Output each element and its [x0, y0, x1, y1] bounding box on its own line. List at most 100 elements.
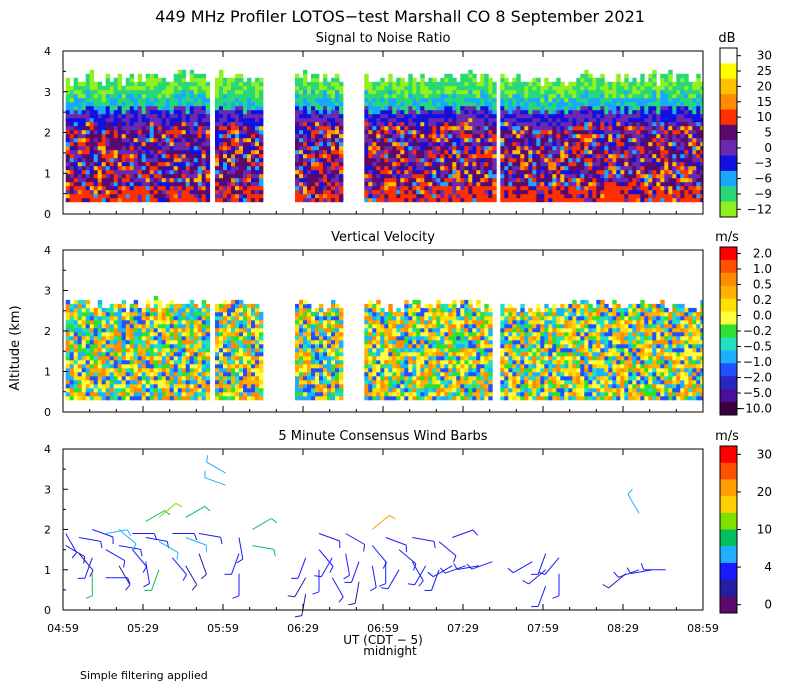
panel-1-cell — [243, 93, 248, 99]
panel-1-cell — [315, 165, 320, 171]
panel-1-cell — [676, 189, 681, 195]
panel-1-cell — [93, 101, 99, 107]
panel-1-cell — [428, 125, 433, 131]
panel-1-cell — [368, 153, 373, 159]
panel-2-cell — [81, 363, 87, 369]
panel-2-cell — [125, 375, 131, 381]
panel-1-cell — [137, 97, 143, 103]
panel-1-cell — [624, 101, 629, 107]
panel-1-cell — [185, 189, 191, 195]
panel-1-cell — [536, 97, 541, 103]
panel-1-cell — [628, 149, 633, 155]
panel-1-cell — [512, 153, 517, 159]
panel-1-cell — [696, 125, 701, 131]
panel-1-cell — [227, 197, 232, 203]
panel-1-cell — [215, 121, 220, 127]
panel-1-cell — [612, 177, 617, 183]
panel-1-cell — [101, 113, 107, 119]
panel-1-cell — [508, 193, 513, 199]
panel-1-cell — [424, 157, 429, 163]
panel-1-cell — [117, 189, 123, 195]
panel-1-cell — [576, 193, 581, 199]
panel-1-cell — [303, 105, 308, 111]
panel-1-cell — [65, 181, 71, 187]
panel-1-cell — [556, 113, 561, 119]
panel-1-cell — [460, 117, 465, 123]
panel-1-cell — [81, 177, 87, 183]
panel-1-cell — [319, 141, 324, 147]
panel-1-cell — [105, 113, 111, 119]
panel-1-cell — [93, 121, 99, 127]
panel-1-cell — [400, 161, 405, 167]
panel-1-cell — [584, 93, 589, 99]
panel-1-cell — [193, 189, 199, 195]
panel-1-cell — [251, 117, 256, 123]
panel-1-cell — [89, 97, 95, 103]
panel-1-cell — [380, 197, 385, 203]
panel-2-cell — [93, 307, 99, 313]
panel-1-cell — [255, 101, 260, 107]
panel-1-cell — [500, 133, 505, 139]
panel-1-cell — [700, 133, 703, 139]
panel-1-cell — [636, 137, 641, 143]
panel-1-cell — [372, 161, 377, 167]
panel-1-cell — [504, 165, 509, 171]
panel-1-cell — [299, 161, 304, 167]
panel-1-cell — [157, 161, 163, 167]
panel-1-cell — [672, 85, 677, 91]
panel-1-cell — [93, 113, 99, 119]
panel-1-cell — [197, 133, 203, 139]
panel-1-cell — [448, 93, 453, 99]
panel-1-cell — [428, 105, 433, 111]
panel-1-cell — [592, 161, 597, 167]
panel-1-cell — [97, 145, 103, 151]
panel-1-cell — [189, 141, 195, 147]
panel-1-cell — [157, 193, 163, 199]
panel-1-cell — [452, 77, 457, 83]
panel-1-cell — [612, 161, 617, 167]
panel-1-cell — [193, 149, 199, 155]
panel-1-cell — [303, 157, 308, 163]
panel-1-cell — [339, 125, 344, 131]
panel-1-cell — [255, 133, 260, 139]
panel-1-cell — [676, 105, 681, 111]
panel-1-cell — [157, 141, 163, 147]
panel-1-cell — [125, 153, 131, 159]
panel-1-cell — [392, 149, 397, 155]
panel-2-cell — [125, 367, 131, 373]
panel-2-cell — [73, 351, 79, 357]
panel-1-cell — [500, 137, 505, 143]
panel-2-cell — [109, 371, 115, 377]
panel-1-cell — [85, 117, 91, 123]
panel-1-cell — [169, 101, 175, 107]
panel-2-cell — [97, 371, 103, 377]
panel-1-cell — [239, 193, 244, 199]
panel-1-cell — [380, 169, 385, 175]
panel-2-cell — [101, 311, 107, 317]
panel-1-cell — [616, 113, 621, 119]
panel-1-cell — [528, 117, 533, 123]
panel-1-cell — [157, 137, 163, 143]
panel-1-cell — [219, 137, 224, 143]
panel-1-cell — [548, 85, 553, 91]
panel-1-cell — [145, 185, 151, 191]
panel-1-cell — [692, 161, 697, 167]
panel-1-cell — [632, 125, 637, 131]
panel-1-cell — [319, 93, 324, 99]
panel-1-cell — [616, 177, 621, 183]
panel-1-cell — [339, 89, 344, 95]
panel-2-cell — [69, 339, 75, 345]
panel-1-cell — [420, 189, 425, 195]
panel-1-cell — [588, 125, 593, 131]
panel-1-cell — [588, 193, 593, 199]
panel-1-cell — [197, 185, 203, 191]
panel-1-cell — [516, 137, 521, 143]
panel-2-cell — [105, 315, 111, 321]
panel-1-cell — [424, 97, 429, 103]
panel-1-cell — [516, 169, 521, 175]
panel-1-cell — [201, 165, 207, 171]
panel-1-cell — [185, 141, 191, 147]
panel-1-cell — [460, 77, 465, 83]
panel-1-cell — [516, 161, 521, 167]
panel-2-cell — [85, 319, 91, 325]
